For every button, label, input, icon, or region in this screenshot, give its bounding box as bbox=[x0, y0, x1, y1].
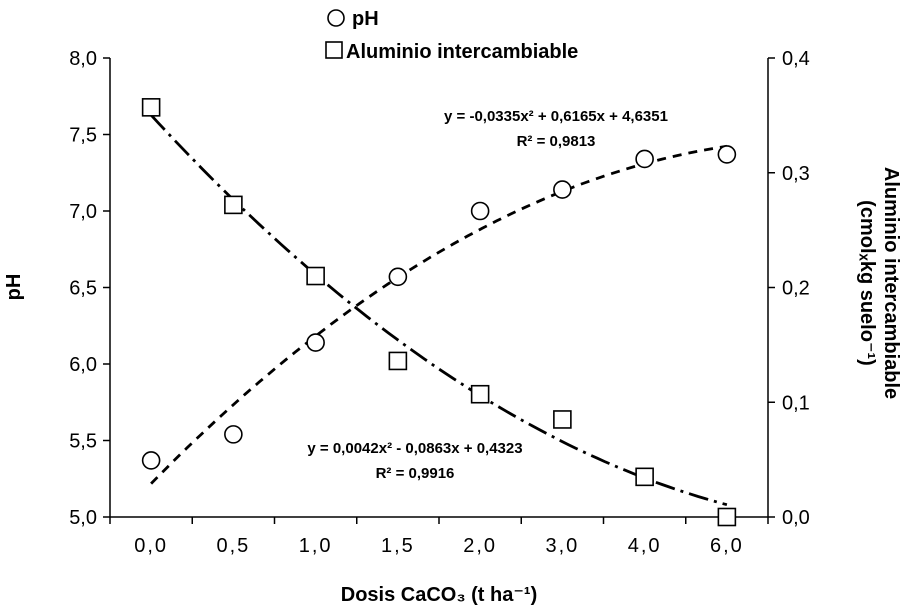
legend: pH Aluminio intercambiable bbox=[325, 8, 578, 63]
ph-point bbox=[717, 145, 737, 164]
legend-ph-marker bbox=[327, 9, 345, 27]
left-tick-label: 5,0 bbox=[69, 507, 97, 529]
aluminio-point bbox=[717, 507, 737, 527]
trendline-ph bbox=[150, 144, 728, 485]
ph-point bbox=[388, 267, 408, 287]
aluminio-point bbox=[553, 410, 572, 429]
ph-equation-r2: R² = 0,9813 bbox=[517, 133, 596, 150]
trendline-aluminio bbox=[150, 114, 728, 507]
right-tick-label: 0,1 bbox=[782, 392, 810, 414]
right-tick-label: 0,2 bbox=[782, 278, 810, 300]
x-tick-label: 1,0 bbox=[299, 535, 333, 557]
left-tick-label: 7,0 bbox=[69, 201, 97, 223]
ph-point bbox=[141, 451, 161, 470]
aluminio-point bbox=[470, 384, 490, 404]
right-tick-label: 0,4 bbox=[782, 48, 810, 70]
trendlines bbox=[150, 114, 728, 507]
right-tick-label: 0,3 bbox=[782, 163, 810, 185]
x-axis-title: Dosis CaCO₃ (t ha⁻¹) bbox=[341, 584, 537, 606]
ph-equation-line1: y = -0,0335x² + 0,6165x + 4,6351 bbox=[444, 108, 668, 125]
ph-point bbox=[224, 425, 243, 444]
left-tick-label: 6,5 bbox=[69, 278, 97, 300]
x-tick-label: 0,5 bbox=[216, 535, 250, 557]
aluminio-equation-r2: R² = 0,9916 bbox=[376, 465, 455, 482]
markers bbox=[141, 98, 737, 527]
legend-aluminio-marker bbox=[325, 41, 343, 59]
right-axis-title-line2: (cmolₓkg suelo⁻¹) bbox=[856, 200, 878, 366]
left-tick-label: 5,5 bbox=[69, 431, 97, 453]
aluminio-point bbox=[635, 467, 654, 487]
left-axis-title: pH bbox=[3, 274, 25, 301]
aluminio-point bbox=[306, 266, 325, 286]
aluminio-point bbox=[388, 351, 408, 371]
left-tick-label: 8,0 bbox=[69, 48, 97, 70]
ph-equation: y = -0,0335x² + 0,6165x + 4,6351 R² = 0,… bbox=[444, 108, 668, 150]
legend-aluminio-label: Aluminio intercambiable bbox=[346, 41, 578, 63]
ph-point bbox=[306, 333, 325, 352]
ph-point bbox=[635, 149, 654, 169]
ph-point bbox=[470, 201, 490, 221]
right-tick-label: 0,0 bbox=[782, 507, 810, 529]
legend-ph-label: pH bbox=[352, 8, 379, 30]
right-axis-title-line1: Aluminio intercambiable bbox=[880, 167, 902, 399]
aluminio-point bbox=[141, 98, 161, 117]
x-tick-label: 6,0 bbox=[710, 535, 744, 557]
x-axis-ticks: 0,0 0,5 1,0 1,5 2,0 3,0 4,0 6,0 bbox=[109, 517, 769, 557]
right-axis-ticks: 0,0 0,1 0,2 0,3 0,4 bbox=[768, 48, 810, 529]
aluminio-equation: y = 0,0042x² - 0,0863x + 0,4323 R² = 0,9… bbox=[307, 440, 522, 482]
x-tick-label: 1,5 bbox=[381, 535, 415, 557]
ph-point bbox=[553, 180, 572, 199]
aluminio-equation-line1: y = 0,0042x² - 0,0863x + 0,4323 bbox=[307, 440, 522, 457]
x-tick-label: 0,0 bbox=[134, 535, 168, 557]
aluminio-point bbox=[224, 195, 243, 215]
x-tick-label: 3,0 bbox=[545, 535, 579, 557]
x-tick-label: 2,0 bbox=[463, 535, 497, 557]
left-axis-ticks: 5,0 5,5 6,0 6,5 7,0 7,5 8,0 bbox=[69, 48, 110, 529]
left-tick-label: 6,0 bbox=[69, 354, 97, 376]
left-tick-label: 7,5 bbox=[69, 125, 97, 147]
x-tick-label: 4,0 bbox=[628, 535, 662, 557]
